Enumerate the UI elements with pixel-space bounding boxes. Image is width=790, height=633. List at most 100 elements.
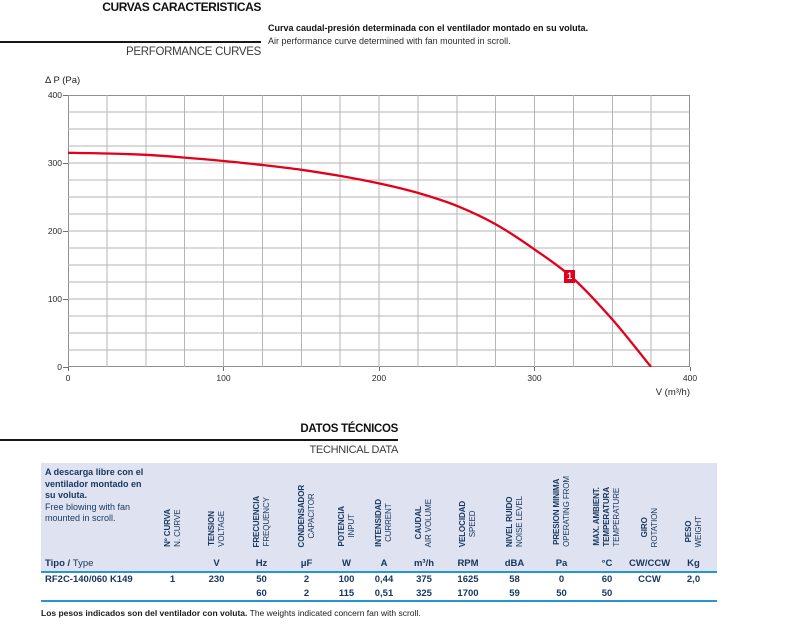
cell	[670, 586, 717, 602]
column-header-capacitor: CONDENSADOR CAPACITOR	[285, 463, 328, 555]
table-intro-es: A descarga libre con el ventilador monta…	[45, 467, 144, 500]
column-header-minpressure: PRESION MINIMA OPERATING FROM	[538, 463, 585, 555]
table-row: RF2C-140/060 K149 1 230 50 2 100 0,44 37…	[41, 572, 717, 587]
x-tick-mark	[534, 367, 535, 371]
x-tick-label: 400	[682, 373, 698, 383]
cell: 230	[208, 574, 225, 586]
column-header-input: POTENCIA INPUT	[328, 463, 365, 555]
column-header-maxtemp: MAX. AMBIENT. TEMPERATURA TEMPERATURE	[585, 463, 629, 555]
rotated-header-row: A descarga libre con el ventilador monta…	[41, 463, 717, 555]
unit-rotation: CW/CCW	[629, 555, 670, 573]
x-tick-label: 300	[527, 373, 542, 383]
page-title-es: CURVAS CARACTERISTICAS	[102, 0, 261, 14]
fan-curve-1	[68, 151, 652, 367]
unit-weight: Kg	[670, 555, 717, 573]
y-tick-label: 400	[47, 90, 62, 100]
footer-note: Los pesos indicados son del ventilador c…	[41, 608, 421, 618]
unit-airvolume: m³/h	[403, 555, 445, 573]
cell	[195, 586, 238, 602]
column-header-noise: NIVEL RUIDO NOISE LEVEL	[491, 463, 538, 555]
cell: 0,51	[365, 586, 403, 602]
cell: 100	[338, 574, 355, 586]
cell: 1	[169, 574, 176, 586]
cell: 50	[538, 586, 585, 602]
unit-minpressure: Pa	[538, 555, 585, 573]
cell: 1625	[457, 574, 479, 586]
y-tick-mark	[63, 162, 68, 164]
unit-speed: RPM	[445, 555, 491, 573]
table-row: 60 2 115 0,51 325 1700 59 50 50	[41, 586, 717, 602]
table-intro-en: Free blowing with fan mounted in scroll.	[45, 501, 131, 524]
x-tick-mark	[223, 367, 224, 371]
cell: 59	[491, 586, 538, 602]
model-name: RF2C-140/060 K149	[45, 574, 133, 586]
technical-data-table-wrapper: A descarga libre con el ventilador monta…	[41, 463, 717, 602]
column-header-rotation: GIRO ROTATION	[629, 463, 670, 555]
unit-maxtemp: °C	[585, 555, 629, 573]
y-tick-label: 100	[47, 294, 62, 304]
tipo-type-header: Tipo / Type	[41, 555, 150, 573]
curve-svg	[68, 95, 690, 367]
y-tick-mark	[63, 94, 68, 96]
cell: 2	[303, 574, 310, 586]
cell: 375	[416, 574, 432, 586]
cell: 58	[509, 574, 520, 586]
cell: 1700	[445, 586, 491, 602]
unit-curve	[150, 555, 195, 573]
performance-curve-chart: Δ P (Pa) 1 V (m³/h) 0 100 200 300 400 0 100 200…	[0, 70, 790, 410]
cell: 0	[558, 574, 565, 586]
x-tick-mark	[67, 367, 69, 371]
section-rule	[0, 439, 398, 441]
y-axis-label: Δ P (Pa)	[45, 75, 81, 86]
column-header-voltage: TENSION VOLTAGE	[195, 463, 238, 555]
column-header-weight: PESO WEIGHT	[670, 463, 717, 555]
x-tick-mark	[378, 367, 380, 371]
y-tick-label: 300	[47, 158, 62, 168]
x-tick-label: 200	[371, 373, 387, 383]
column-header-current: INTENSIDAD CURRENT	[365, 463, 403, 555]
unit-row: Tipo / Type V Hz μF W A m³/h RPM dBA Pa …	[41, 555, 717, 573]
section-title-es: DATOS TÉCNICOS	[300, 423, 398, 435]
cell: 60	[238, 586, 285, 602]
y-tick-mark	[63, 366, 68, 368]
cell: 325	[403, 586, 445, 602]
y-tick-mark	[63, 230, 68, 232]
table-intro: A descarga libre con el ventilador monta…	[41, 463, 150, 555]
unit-frequency: Hz	[238, 555, 285, 573]
unit-current: A	[365, 555, 403, 573]
x-axis-label: V (m³/h)	[655, 387, 690, 398]
page-title-en: PERFORMANCE CURVES	[126, 46, 261, 58]
header-rule	[0, 41, 261, 43]
cell: 60	[601, 574, 613, 586]
y-tick-label: 0	[57, 362, 62, 372]
x-tick-mark	[689, 367, 691, 371]
plot-area: 1	[68, 95, 690, 367]
x-tick-label: 100	[216, 373, 231, 383]
y-tick-mark	[63, 298, 68, 300]
unit-capacitor: μF	[285, 555, 328, 573]
cell: CCW	[638, 574, 661, 586]
cell: 50	[256, 574, 267, 586]
cell: 2	[285, 586, 328, 602]
footer-note-es: Los pesos indicados son del ventilador c…	[41, 608, 248, 618]
technical-data-table: A descarga libre con el ventilador monta…	[41, 463, 717, 602]
y-tick-label: 200	[47, 226, 62, 236]
header-note: Curva caudal-presión determinada con el …	[268, 23, 680, 47]
unit-input: W	[328, 555, 365, 573]
header-note-en: Air performance curve determined with fa…	[268, 35, 511, 46]
unit-voltage: V	[195, 555, 238, 573]
cell: 0,44	[374, 574, 394, 586]
cell	[629, 586, 670, 602]
header-note-es: Curva caudal-presión determinada con el …	[268, 23, 589, 33]
cell	[150, 586, 195, 602]
column-header-curve: Nº CURVA N. CURVE	[150, 463, 195, 555]
column-header-speed: VELOCIDAD SPEED	[445, 463, 491, 555]
cell: 2,0	[686, 574, 701, 586]
section-title-en: TECHNICAL DATA	[309, 444, 399, 456]
x-tick-label: 0	[65, 373, 71, 383]
cell: 115	[328, 586, 365, 602]
column-header-frequency: FRECUENCIA FREQUENCY	[238, 463, 285, 555]
unit-noise: dBA	[491, 555, 538, 573]
cell	[41, 586, 150, 602]
